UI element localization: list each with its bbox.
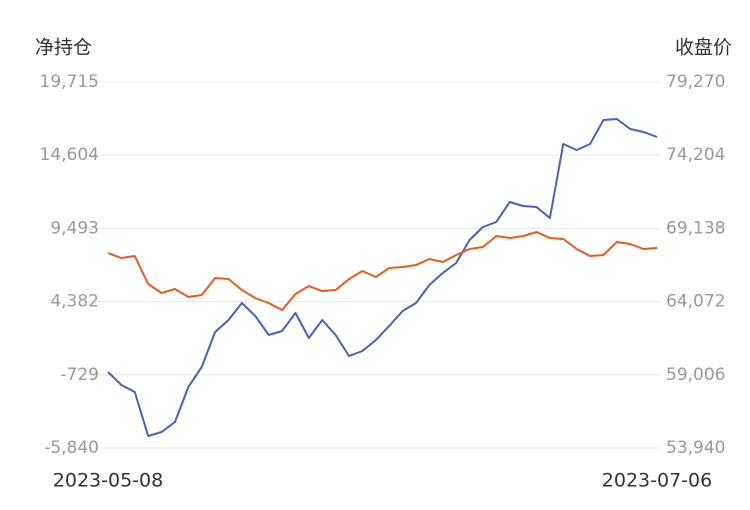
y-tick-label: -5,840 bbox=[44, 438, 99, 458]
y-tick-label: 19,715 bbox=[40, 72, 99, 92]
y2-tick-label: 59,006 bbox=[666, 365, 725, 385]
y-axis-title: 净持仓 bbox=[35, 37, 92, 59]
y2-tick-label: 53,940 bbox=[666, 438, 725, 458]
y-tick-label: 4,382 bbox=[50, 292, 99, 312]
y2-tick-label: 69,138 bbox=[666, 218, 725, 238]
y2-axis-title: 收盘价 bbox=[675, 37, 732, 59]
y-tick-label: -729 bbox=[60, 365, 99, 385]
y2-tick-label: 64,072 bbox=[666, 292, 725, 312]
x-tick-label: 2023-07-06 bbox=[602, 470, 712, 492]
y2-tick-label: 79,270 bbox=[666, 72, 725, 92]
x-tick-label: 2023-05-08 bbox=[53, 470, 163, 492]
y-tick-label: 14,604 bbox=[40, 145, 99, 165]
y2-tick-label: 74,204 bbox=[666, 145, 725, 165]
y-tick-label: 9,493 bbox=[50, 218, 99, 238]
series-line bbox=[107, 117, 658, 437]
series-line bbox=[107, 231, 658, 312]
